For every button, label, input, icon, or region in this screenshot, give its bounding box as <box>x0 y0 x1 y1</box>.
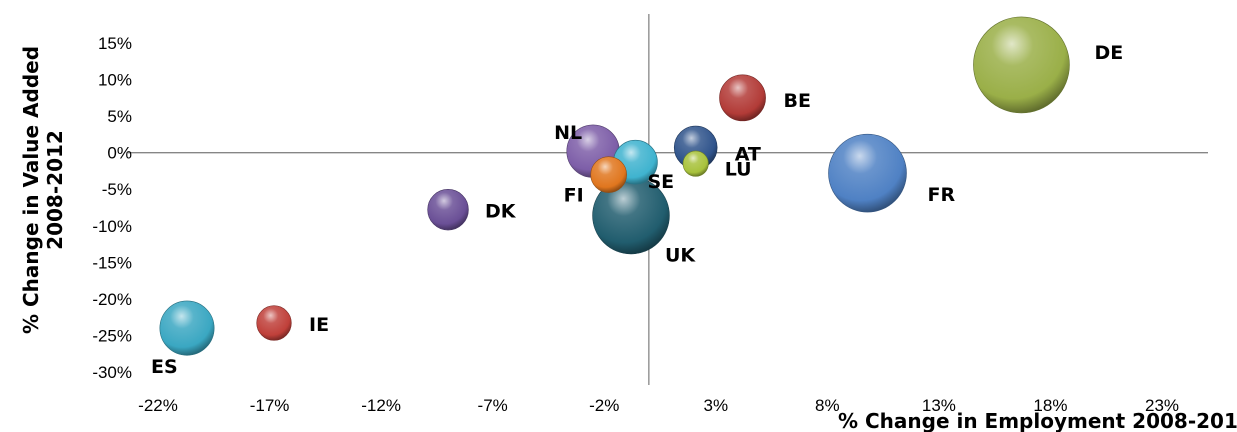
y-tick-label: 15% <box>98 34 132 53</box>
bubble-label-nl: NL <box>554 122 582 144</box>
y-tick-label: 10% <box>98 71 132 90</box>
bubble-be <box>719 74 766 122</box>
y-tick-label: -15% <box>92 253 132 272</box>
y-axis-title-group: % Change in Value Added 2008-2012 <box>19 46 67 334</box>
bubbles <box>159 16 1070 356</box>
x-tick-label: -7% <box>478 396 508 415</box>
tick-labels: -22% -17% -12% -7% -2% 3% 8% 13% 18% 23% 15% 10% 5% 0… <box>92 34 1179 415</box>
bubble-label-dk: DK <box>485 201 517 223</box>
bubble-label-fr: FR <box>927 184 955 206</box>
bubble-label-se: SE <box>647 171 674 193</box>
x-tick-label: 23% <box>1145 396 1179 415</box>
bubble-fi <box>590 156 627 193</box>
x-tick-label: 8% <box>815 396 840 415</box>
y-axis-title-line1: % Change in Value Added <box>19 46 43 334</box>
x-tick-label: 18% <box>1033 396 1067 415</box>
bubble-label-fi: FI <box>564 185 584 207</box>
bubble-ie <box>256 305 292 341</box>
y-tick-label: -30% <box>92 363 132 382</box>
x-tick-label: 3% <box>703 396 728 415</box>
bubble-label-be: BE <box>784 90 811 112</box>
y-axis-title-line2: 2008-2012 <box>43 130 67 250</box>
y-tick-label: -20% <box>92 290 132 309</box>
bubble-fr <box>828 133 907 213</box>
x-tick-label: -22% <box>138 396 178 415</box>
x-tick-label: -2% <box>589 396 619 415</box>
bubble-es <box>159 300 215 356</box>
bubble-label-es: ES <box>151 356 178 378</box>
y-tick-label: 5% <box>107 107 132 126</box>
bubble-dk <box>427 189 469 231</box>
bubble-label-lu: LU <box>725 159 752 181</box>
x-tick-label: -17% <box>250 396 290 415</box>
y-tick-label: -10% <box>92 217 132 236</box>
y-tick-label: -5% <box>102 180 132 199</box>
bubble-labels: DE FR UK ES NL BE SE AT DK FI IE LU <box>151 42 1123 378</box>
bubble-label-at: AT <box>735 144 761 166</box>
x-tick-label: -12% <box>361 396 401 415</box>
y-tick-label: 0% <box>107 144 132 163</box>
bubble-lu <box>682 150 709 177</box>
x-tick-label: 13% <box>922 396 956 415</box>
y-tick-label: -25% <box>92 326 132 345</box>
bubble-de <box>973 16 1070 114</box>
bubble-label-de: DE <box>1094 42 1123 64</box>
bubble-label-ie: IE <box>309 314 329 336</box>
x-axis-title: % Change in Employment 2008-2012 <box>838 409 1237 432</box>
bubble-label-uk: UK <box>665 245 696 267</box>
